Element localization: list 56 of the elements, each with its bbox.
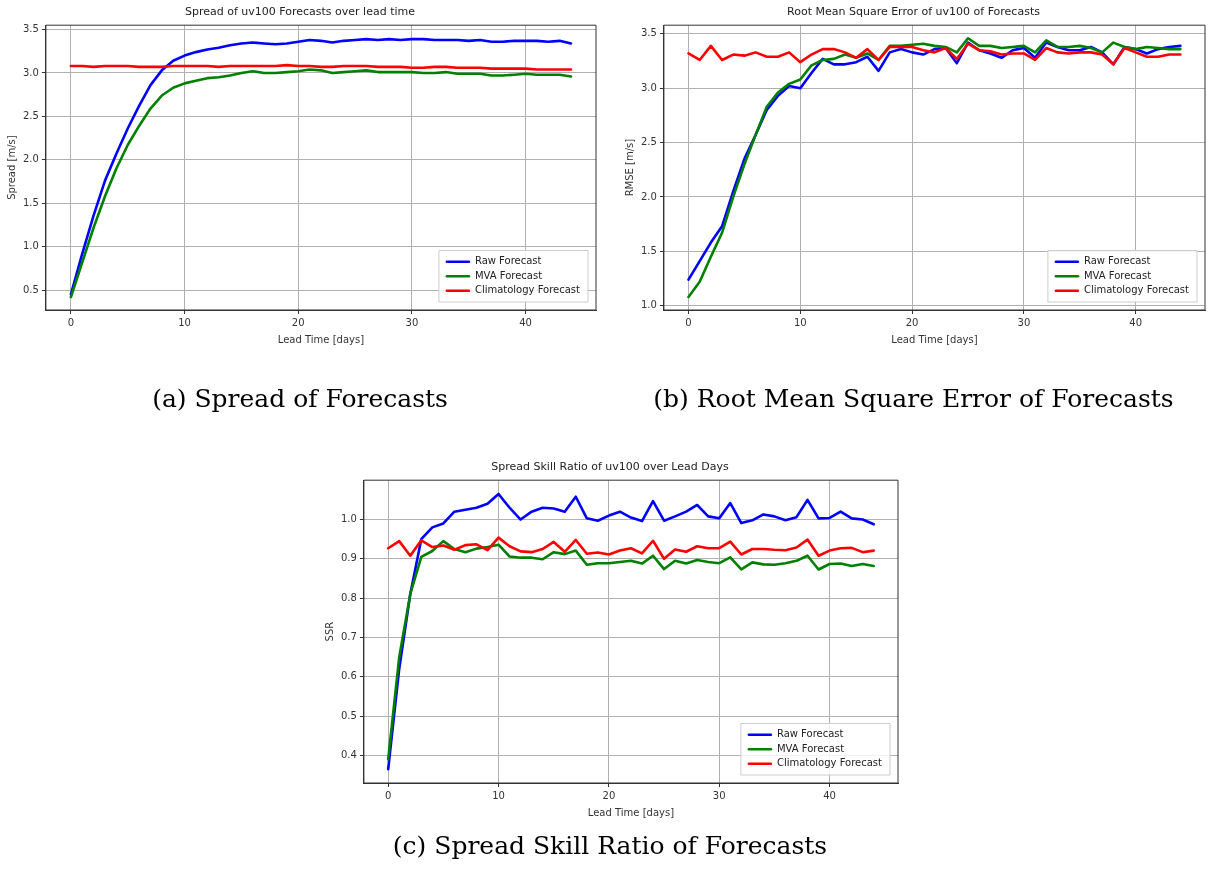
y-tick-label: 2.0 xyxy=(641,190,657,202)
y-tick-label: 0.6 xyxy=(341,670,357,682)
legend-label: Raw Forecast xyxy=(776,728,844,740)
x-tick-label: 30 xyxy=(712,789,726,801)
legend-label: Climatology Forecast xyxy=(776,757,883,769)
y-axis-title: SSR xyxy=(323,621,335,642)
legend-label: MVA Forecast xyxy=(474,269,543,281)
y-tick-label: 0.9 xyxy=(341,552,357,564)
y-tick-label: 0.5 xyxy=(23,283,39,295)
y-tick-label: 3.5 xyxy=(23,23,39,35)
text: (a) Spread of Forecasts xyxy=(151,384,449,413)
x-tick-label: 30 xyxy=(1017,316,1031,328)
x-tick-label: 40 xyxy=(1129,316,1143,328)
legend-label: Climatology Forecast xyxy=(1083,284,1190,296)
chart-title: Spread of uv100 Forecasts over lead time xyxy=(184,5,416,19)
legend-label: Raw Forecast xyxy=(474,255,542,267)
x-tick-label: 20 xyxy=(602,789,616,801)
x-tick-label: 0 xyxy=(67,316,75,328)
y-tick-label: 0.5 xyxy=(341,709,357,721)
x-tick-label: 10 xyxy=(492,789,505,801)
y-tick-label: 1.5 xyxy=(641,244,657,256)
x-tick-label: 10 xyxy=(178,316,191,328)
y-tick-label: 0.8 xyxy=(341,591,357,603)
legend-label: Climatology Forecast xyxy=(474,284,581,296)
y-tick-label: 1.0 xyxy=(23,240,39,252)
x-tick-label: 40 xyxy=(519,316,532,328)
y-tick-label: 2.5 xyxy=(641,136,657,148)
legend-label: MVA Forecast xyxy=(776,742,845,754)
x-tick-label: 40 xyxy=(823,789,836,801)
y-tick-label: 0.7 xyxy=(341,631,357,643)
y-tick-label: 2.5 xyxy=(23,109,39,121)
y-tick-label: 1.0 xyxy=(641,299,657,311)
y-tick-label: 1.0 xyxy=(341,513,357,525)
text: (b) Root Mean Square Error of Forecasts xyxy=(652,384,1175,413)
y-tick-label: 3.5 xyxy=(641,27,657,39)
x-tick-label: 0 xyxy=(685,316,692,328)
chart-title: Root Mean Square Error of uv100 of Forecasts xyxy=(787,5,1041,19)
x-axis-title: Lead Time [days] xyxy=(587,806,675,818)
x-tick-label: 20 xyxy=(905,316,919,328)
text: (c) Spread Skill Ratio of Forecasts xyxy=(391,831,829,860)
x-tick-label: 20 xyxy=(291,316,305,328)
y-tick-label: 2.0 xyxy=(23,153,39,165)
y-tick-label: 3.0 xyxy=(641,81,657,93)
x-tick-label: 0 xyxy=(384,789,392,801)
y-axis-title: Spread [m/s] xyxy=(5,135,17,200)
y-tick-label: 1.5 xyxy=(23,196,39,208)
x-tick-label: 10 xyxy=(793,316,807,328)
y-axis-title: RMSE [m/s] xyxy=(623,138,635,197)
x-axis-title: Lead Time [days] xyxy=(891,333,978,345)
legend-label: MVA Forecast xyxy=(1083,269,1152,281)
x-axis-title: Lead Time [days] xyxy=(277,333,365,345)
y-tick-label: 0.4 xyxy=(341,749,357,761)
x-tick-label: 30 xyxy=(405,316,419,328)
y-tick-label: 3.0 xyxy=(23,66,39,78)
chart-title: Spread Skill Ratio of uv100 over Lead Days xyxy=(491,460,729,474)
legend-label: Raw Forecast xyxy=(1083,255,1151,267)
